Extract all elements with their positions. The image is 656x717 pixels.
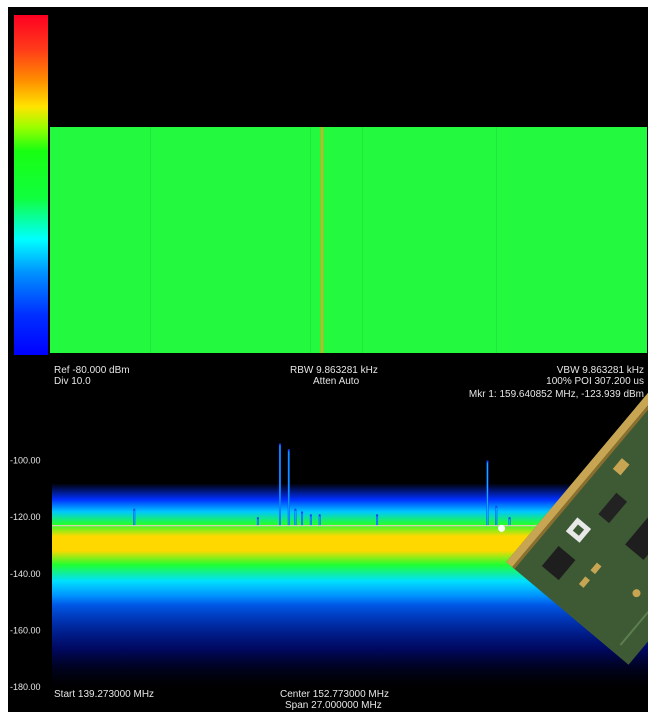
waterfall-stripe bbox=[496, 127, 497, 353]
y-tick-label: -160.00 bbox=[10, 625, 41, 635]
spectrum-plot: -100.00 -120.00 -140.00 -160.00 -180.00 bbox=[10, 443, 648, 692]
span-label: Span 27.000000 MHz bbox=[285, 700, 382, 711]
waterfall-stripe bbox=[362, 127, 363, 353]
y-tick-label: -180.00 bbox=[10, 682, 41, 692]
waterfall-marker-line bbox=[321, 127, 323, 353]
start-freq-label: Start 139.273000 MHz bbox=[54, 689, 155, 700]
spectrum-density-fade bbox=[52, 483, 648, 687]
y-tick-label: -100.00 bbox=[10, 456, 41, 466]
analyzer-screen: Ref -80.000 dBm Div 10.0 RBW 9.863281 kH… bbox=[8, 7, 648, 712]
rbw-label: RBW 9.863281 kHz bbox=[290, 365, 378, 376]
y-tick-label: -120.00 bbox=[10, 512, 41, 522]
atten-label: Atten Auto bbox=[313, 376, 360, 387]
ref-level-label: Ref -80.000 dBm bbox=[54, 365, 130, 376]
vbw-label: VBW 9.863281 kHz bbox=[556, 365, 644, 376]
poi-label: 100% POI 307.200 us bbox=[546, 376, 644, 387]
waterfall-stripe bbox=[150, 127, 151, 353]
center-freq-label: Center 152.773000 MHz bbox=[280, 689, 389, 700]
y-tick-label: -140.00 bbox=[10, 569, 41, 579]
waterfall-stripe bbox=[310, 127, 311, 353]
div-label: Div 10.0 bbox=[54, 376, 91, 387]
waterfall-display bbox=[50, 127, 647, 353]
marker-1-point bbox=[498, 524, 506, 532]
color-scale-bar bbox=[14, 15, 48, 355]
